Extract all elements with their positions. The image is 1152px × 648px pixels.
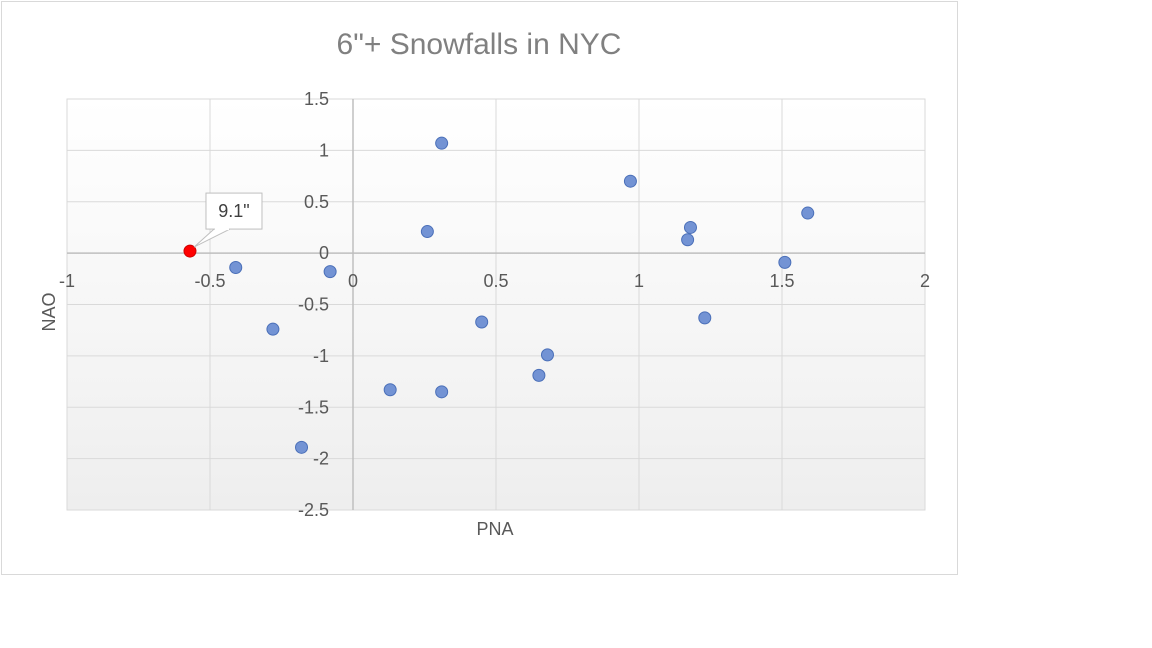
data-points	[229, 136, 815, 454]
data-point	[435, 385, 449, 399]
data-point	[295, 440, 309, 454]
x-tick-labels: -1 -0.5 0 0.5 1 1.5 2	[59, 271, 930, 291]
y-tick-labels: 1.5 1 0.5 0 -0.5 -1 -1.5 -2 -2.5	[298, 89, 329, 520]
data-point	[323, 265, 337, 279]
data-point	[229, 261, 243, 275]
chart-title: 6"+ Snowfalls in NYC	[337, 28, 622, 61]
callout-box	[205, 192, 263, 230]
data-point	[681, 233, 695, 247]
data-point	[383, 383, 397, 397]
data-point	[683, 220, 697, 234]
callout-label: 9.1"	[218, 201, 249, 221]
data-point	[698, 311, 712, 325]
data-point	[623, 174, 637, 188]
data-point	[532, 368, 546, 382]
y-tick-label: 0.5	[304, 192, 329, 212]
x-tick-label: 2	[920, 271, 930, 291]
axes	[67, 99, 925, 510]
x-tick-label: 1	[634, 271, 644, 291]
y-tick-label: -1	[313, 346, 329, 366]
y-tick-label: -2	[313, 449, 329, 469]
data-point	[801, 206, 815, 220]
data-point	[540, 348, 554, 362]
y-tick-label: 1.5	[304, 89, 329, 109]
data-point	[435, 136, 449, 150]
y-tick-label: 1	[319, 140, 329, 160]
data-point	[420, 225, 434, 239]
y-axis-title: NAO	[39, 292, 59, 331]
x-axis-title: PNA	[476, 519, 513, 539]
data-point	[266, 322, 280, 336]
y-tick-label: -2.5	[298, 500, 329, 520]
x-tick-label: 1.5	[769, 271, 794, 291]
data-point	[475, 315, 489, 329]
callout-pointer	[193, 228, 231, 248]
highlight-point	[183, 244, 197, 258]
y-tick-label: 0	[319, 243, 329, 263]
y-tick-label: -0.5	[298, 295, 329, 315]
data-point	[778, 255, 792, 269]
x-tick-label: 0	[348, 271, 358, 291]
data-callout: 9.1"	[183, 192, 263, 258]
y-tick-label: -1.5	[298, 397, 329, 417]
x-tick-label: -0.5	[194, 271, 225, 291]
x-tick-label: -1	[59, 271, 75, 291]
x-tick-label: 0.5	[483, 271, 508, 291]
